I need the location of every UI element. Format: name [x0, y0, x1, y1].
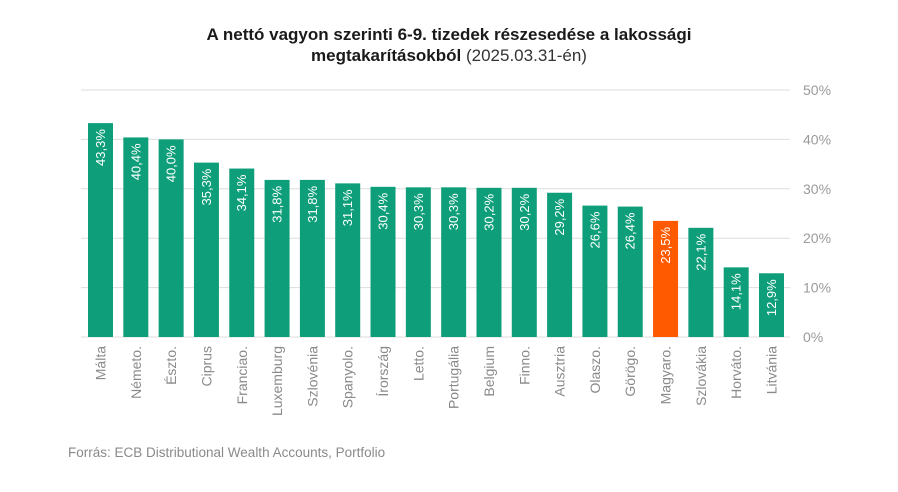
bar: [476, 187, 502, 337]
chart-title-date: (2025.03.31-én): [465, 46, 587, 65]
category-label: Írország: [375, 346, 391, 397]
category-label: Luxemburg: [269, 346, 285, 416]
bar-value-label: 34,1%: [234, 174, 249, 211]
bar: [547, 192, 573, 337]
bar-value-label: 35,3%: [199, 168, 214, 205]
bar: [759, 273, 784, 337]
category-label: Szlovákia: [693, 346, 709, 406]
bar: [511, 187, 537, 337]
bar-value-label: 12,9%: [764, 279, 779, 316]
chart-title: A nettó vagyon szerinti 6-9. tizedek rés…: [0, 24, 898, 66]
category-label: Portugália: [446, 346, 462, 409]
bar-value-label: 14,1%: [729, 273, 744, 310]
y-tick-label: 10%: [803, 280, 831, 296]
bar: [688, 227, 714, 337]
bar: [158, 139, 184, 337]
bar-value-label: 30,4%: [376, 192, 391, 229]
category-label: Németo.: [128, 346, 144, 399]
category-label: Ausztria: [552, 346, 568, 397]
chart-title-bold: megtakarításokból: [311, 46, 462, 65]
category-label: Belgium: [481, 346, 497, 397]
category-label: Spanyolo.: [340, 346, 356, 408]
bar: [370, 186, 396, 337]
chart-title-line2: megtakarításokból (2025.03.31-én): [0, 45, 898, 66]
bar: [405, 187, 431, 337]
category-label: Letto.: [410, 346, 426, 381]
bar: [193, 162, 219, 337]
bar: [264, 179, 290, 337]
bar: [441, 187, 467, 337]
bar: [617, 206, 643, 337]
category-label: Olaszo.: [587, 346, 603, 393]
bar-value-label: 22,1%: [693, 233, 708, 270]
bar-value-label: 40,4%: [128, 143, 143, 180]
category-label: Málta: [93, 346, 109, 380]
bar-value-label: 40,0%: [164, 145, 179, 182]
y-tick-label: 20%: [803, 230, 831, 246]
bar-value-label: 31,8%: [305, 185, 320, 222]
bar-value-label: 23,5%: [658, 226, 673, 263]
bar-value-label: 30,2%: [517, 193, 532, 230]
bar: [723, 267, 749, 337]
category-label: Ciprus: [198, 346, 214, 386]
bar-value-label: 30,2%: [481, 193, 496, 230]
y-tick-label: 30%: [803, 181, 831, 197]
bar-value-label: 30,3%: [446, 193, 461, 230]
bar-value-label: 31,1%: [340, 189, 355, 226]
category-label: Horváto.: [728, 346, 744, 399]
category-label: Észto.: [163, 346, 179, 385]
bar: [88, 123, 113, 338]
y-tick-label: 0%: [803, 329, 823, 345]
bar: [299, 179, 325, 337]
category-label: Magyaro.: [658, 346, 674, 404]
bar: [123, 137, 149, 337]
source-note: Forrás: ECB Distributional Wealth Accoun…: [68, 445, 386, 460]
y-tick-label: 40%: [803, 131, 831, 147]
bar: [335, 183, 361, 337]
bar: [229, 168, 255, 337]
y-tick-label: 50%: [803, 82, 831, 98]
category-label: Finno.: [516, 346, 532, 385]
category-label: Litvánia: [764, 346, 780, 394]
chart-title-line1: A nettó vagyon szerinti 6-9. tizedek rés…: [206, 25, 692, 44]
bar-value-label: 31,8%: [270, 185, 285, 222]
bar-value-label: 26,4%: [623, 212, 638, 249]
category-label: Görögo.: [622, 346, 638, 397]
bar-value-label: 43,3%: [93, 129, 108, 166]
bar-value-label: 29,2%: [552, 198, 567, 235]
bar: [653, 220, 679, 337]
category-label: Franciao.: [234, 346, 250, 404]
bar-value-label: 26,6%: [587, 211, 602, 248]
bar-value-label: 30,3%: [411, 193, 426, 230]
bar: [582, 205, 608, 337]
category-label: Szlovénia: [304, 346, 320, 407]
